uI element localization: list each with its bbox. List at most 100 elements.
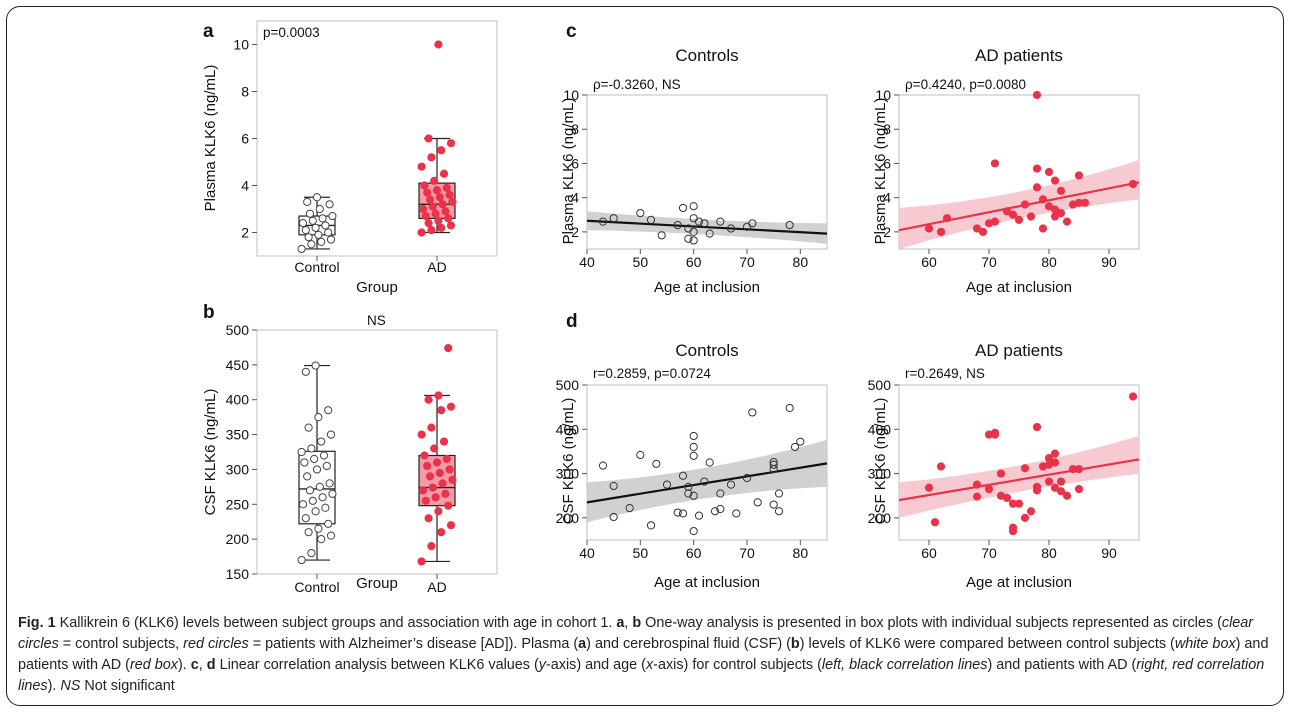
x-tick-label-d-ad: 70 [981, 545, 997, 561]
data-point-d-ad [1128, 392, 1138, 401]
data-point-a-ad [432, 186, 442, 195]
data-point-a-ad [418, 204, 428, 214]
data-point-b-ad [430, 444, 439, 453]
data-point-c-ad [1038, 224, 1048, 233]
y-tick-label-d-ad: 500 [868, 377, 892, 393]
data-point-b-ad [432, 458, 442, 467]
data-point-d-ad [1050, 458, 1060, 467]
data-point-b-ad [423, 461, 432, 471]
data-point-a-ad [424, 219, 433, 228]
data-point-c-controls [694, 217, 704, 226]
data-point-d-ad [1026, 507, 1036, 516]
data-point-c-ad [1008, 210, 1018, 219]
data-point-d-controls [678, 471, 688, 480]
data-point-b-ad [428, 483, 437, 492]
data-point-a-ad [427, 153, 436, 162]
data-point-b-ad [446, 402, 456, 411]
data-point-b-control [308, 496, 317, 505]
y-tick-label-b: 150 [226, 566, 250, 582]
data-point-a-ad [428, 202, 437, 211]
x-tick-label-c-controls: 50 [633, 254, 649, 270]
data-point-b-ad [446, 521, 456, 530]
data-point-b-control [311, 507, 320, 516]
y-axis-label-c-controls: Plasma KLK6 (ng/mL) [560, 98, 577, 245]
stat-annotation-c-ad: ρ=0.4240, p=0.0080 [905, 77, 1026, 92]
data-point-d-ad [1050, 483, 1060, 492]
x-tick-label-b: Control [294, 579, 339, 595]
y-tick-label-c-controls: 6 [571, 155, 579, 171]
data-point-c-ad [1050, 212, 1060, 221]
data-point-d-controls [689, 451, 698, 460]
data-point-a-control [297, 244, 306, 254]
data-point-b-control [305, 486, 315, 495]
data-point-a-control [298, 219, 308, 228]
data-point-d-controls [625, 504, 634, 513]
x-tick-label-a: Control [294, 259, 339, 275]
data-point-b-ad [431, 493, 440, 502]
data-point-d-controls [716, 489, 725, 498]
stat-annotation-a: p=0.0003 [263, 25, 320, 40]
data-point-b-control [314, 413, 323, 422]
data-point-b-control [301, 367, 310, 376]
data-point-b-control [324, 406, 333, 415]
stat-annotation-d-ad: r=0.2649, NS [905, 366, 985, 381]
data-point-a-ad [435, 193, 444, 202]
y-tick-label-d-ad: 200 [868, 510, 892, 526]
data-point-d-controls [689, 442, 698, 452]
x-tick-label-c-controls: 60 [686, 254, 702, 270]
panel-label-b: b [203, 302, 215, 323]
data-point-a-control [312, 193, 322, 202]
data-point-b-control [315, 482, 324, 491]
y-tick-label-a: 2 [241, 225, 249, 241]
panel-title-c-ad: AD patients [975, 46, 1063, 65]
caption-text: ) levels of KLK6 were compared between c… [799, 636, 1175, 652]
x-tick-label-d-controls: 40 [579, 545, 595, 561]
data-point-c-controls [716, 217, 725, 226]
data-point-a-control [325, 200, 334, 209]
data-point-d-controls [769, 457, 778, 467]
data-point-c-ad [1032, 183, 1042, 192]
data-point-d-controls [726, 480, 736, 489]
data-point-d-controls [598, 461, 608, 470]
caption-italic: clear circles [18, 615, 1254, 652]
data-point-d-controls [705, 458, 714, 467]
data-point-c-ad [1032, 164, 1042, 173]
y-tick-label-c-controls: 4 [571, 190, 579, 206]
data-point-d-controls [796, 437, 805, 446]
data-point-b-ad [427, 542, 436, 551]
x-axis-label-c-ad: Age at inclusion [966, 279, 1072, 296]
data-point-d-ad [1020, 464, 1030, 473]
data-point-d-ad [936, 462, 946, 471]
x-tick-label-d-ad: 80 [1041, 545, 1057, 561]
data-point-b-ad [425, 472, 435, 481]
data-point-d-ad [1074, 465, 1084, 474]
x-tick-label-d-ad: 90 [1101, 545, 1117, 561]
data-point-a-control [317, 237, 326, 246]
data-point-a-ad [417, 162, 426, 171]
caption-fig-label: Fig. 1 [18, 615, 56, 631]
stat-annotation-c-controls: ρ=-0.3260, NS [593, 77, 681, 92]
data-point-c-ad [1056, 186, 1066, 195]
x-axis-label-a: Group [356, 279, 398, 296]
y-tick-label-c-ad: 2 [883, 224, 891, 240]
x-tick-label-d-controls: 60 [686, 545, 702, 561]
caption-text: Kallikrein 6 (KLK6) levels between subje… [55, 615, 617, 631]
data-point-b-ad [448, 475, 457, 484]
data-point-b-ad [421, 496, 430, 505]
data-point-b-control [326, 531, 336, 540]
data-point-a-ad [424, 134, 433, 143]
caption-panel-ref: c [190, 657, 199, 673]
data-point-c-ad [924, 224, 934, 233]
data-point-a-ad [425, 195, 435, 204]
y-axis-label-d-controls: CSF KLK6 (ng/mL) [560, 398, 577, 525]
caption-italic: left, black correlation lines [821, 657, 988, 673]
y-tick-label-c-ad: 8 [883, 121, 891, 137]
y-tick-label-d-controls: 200 [556, 510, 580, 526]
caption-italic: right, red correlation lines [18, 657, 1265, 694]
data-point-a-control [307, 240, 316, 249]
data-point-d-ad [972, 492, 982, 501]
data-point-a-control [311, 223, 320, 232]
caption-italic: white box [1174, 636, 1236, 652]
data-point-b-control [321, 503, 330, 512]
